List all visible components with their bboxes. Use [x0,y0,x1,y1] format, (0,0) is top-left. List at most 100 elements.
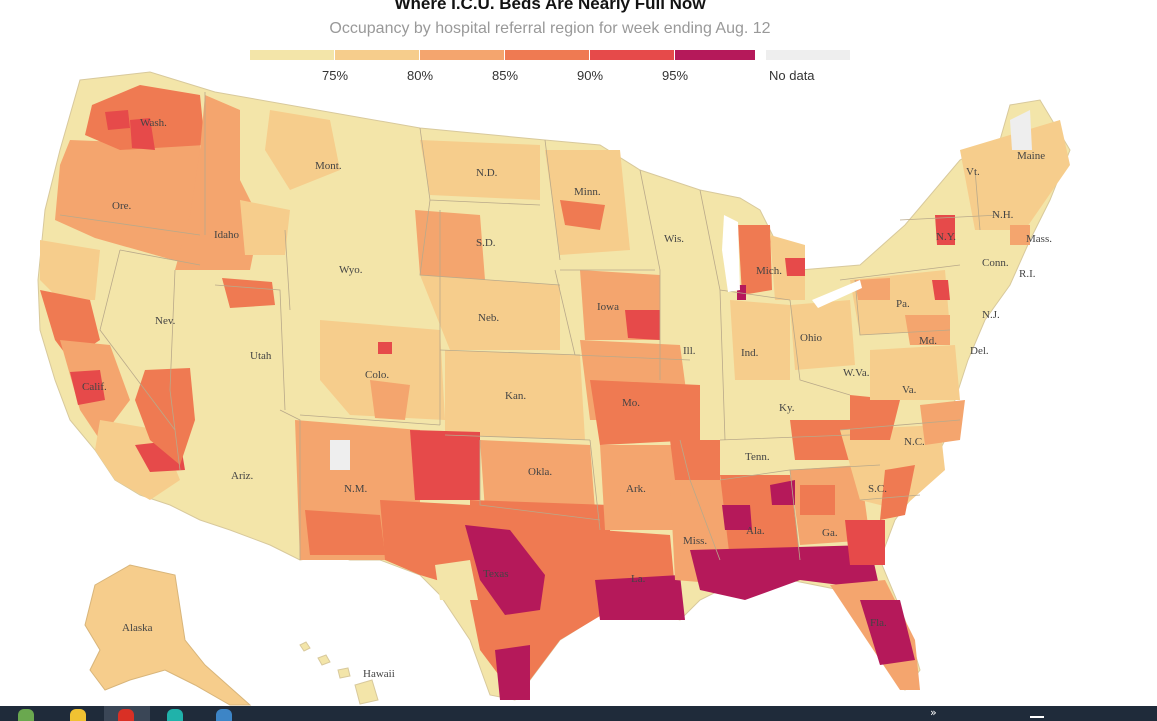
occupancy-legend: 75% 80% 85% 90% 95% No data [250,50,860,90]
label-ore: Ore. [112,200,131,212]
region-gulf-coast [690,545,880,600]
label-ark: Ark. [626,483,646,495]
label-miss: Miss. [683,535,707,547]
legend-bin-4 [505,50,589,60]
label-la: La. [631,573,646,585]
region-san-antonio-patch [435,560,478,600]
label-ill: Ill. [683,345,696,357]
region-louisiana-south [595,575,685,620]
legend-bin-2 [335,50,419,60]
region-pa-west [855,278,890,300]
label-ny: N.Y. [936,231,956,243]
region-idaho [175,95,260,270]
region-kansas [445,350,585,440]
border-lines-east [639,169,1001,561]
border-lines-west [59,92,441,560]
region-fresno [70,370,105,405]
no-data-maine-patch [1010,110,1032,150]
label-ga: Ga. [822,527,838,539]
region-maryland [905,315,950,345]
region-florida-south [860,600,915,665]
region-seattle [105,110,130,130]
region-memphis [670,440,720,480]
region-philly [932,280,950,300]
label-nc: N.C. [904,436,925,448]
region-idaho-falls [240,200,290,255]
border-lines-plains [419,127,691,531]
map-subtitle: Occupancy by hospital referral region fo… [329,20,771,37]
region-texas-south [495,645,530,700]
chrome-icon[interactable] [118,709,134,721]
region-texas-hotspot [465,525,545,615]
edge-icon[interactable] [167,709,183,721]
lake-erie [812,280,862,308]
label-wyo: Wyo. [339,264,363,276]
label-wis: Wis. [664,233,684,245]
label-ohio: Ohio [800,332,823,344]
folder-icon[interactable] [70,709,86,721]
taskbar-tray-indicator [1030,716,1044,718]
us-icu-occupancy-map: Wash. Ore. Idaho Mont. Wyo. Nev. Calif. … [37,71,1071,706]
explorer-icon[interactable] [18,709,34,721]
label-fla: Fla. [870,617,887,629]
label-mich: Mich. [756,265,782,277]
state-labels: Wash. Ore. Idaho Mont. Wyo. Nev. Calif. … [82,117,1052,680]
label-del: Del. [970,345,989,357]
label-va: Va. [902,384,917,396]
region-sc-coast [880,465,915,520]
legend-bin-3 [420,50,504,60]
label-mo: Mo. [622,397,640,409]
region-mass [1010,225,1030,245]
label-alaska: Alaska [122,622,153,634]
label-ariz: Ariz. [231,470,254,482]
legend-tick-85: 85% [491,68,519,83]
great-lakes [330,110,1032,470]
legend-tick-95: 95% [661,68,689,83]
label-texas: Texas [483,568,509,580]
label-iowa: Iowa [597,301,619,313]
hawaii-shape [299,641,379,705]
region-minneapolis [560,200,605,230]
legend-bin-6 [675,50,755,60]
label-nd: N.D. [476,167,498,179]
region-arkansas [600,445,680,530]
legend-bin-1 [250,50,334,60]
region-michigan-west [738,225,772,295]
label-ala: Ala. [746,525,765,537]
lake-michigan [722,215,740,292]
occupancy-regions [40,85,1070,700]
region-nebraska-patch [420,275,560,350]
region-oklahoma [480,440,595,510]
region-alabama-core [722,505,752,530]
state-borders [59,92,1001,561]
legend-no-data-swatch [766,50,850,60]
region-virginia [870,345,960,400]
browser-icon[interactable] [216,709,232,721]
region-new-york-red [935,215,955,245]
label-idaho: Idaho [214,229,240,241]
region-indiana-patch [730,300,790,380]
label-mont: Mont. [315,160,342,172]
label-sc: S.C. [868,483,887,495]
label-nev: Nev. [155,315,176,327]
region-new-england [960,120,1070,230]
label-wash: Wash. [140,117,167,129]
region-tennessee-east [790,420,850,460]
region-nc-east [920,400,965,445]
label-maine: Maine [1017,150,1045,162]
region-michigan-east [785,258,805,276]
legend-tick-90: 90% [576,68,604,83]
taskbar-overflow-icon[interactable]: » [930,706,937,719]
region-washington-high [85,85,205,150]
label-ky: Ky. [779,402,795,414]
region-oklahoma-texas-north [410,430,480,500]
region-ozarks [590,380,700,445]
region-carolinas [840,425,945,510]
region-iowa-east [625,310,660,340]
region-ohio-patch [790,300,855,370]
label-minn: Minn. [574,186,601,198]
region-nm-south [305,510,385,555]
windows-taskbar: » [0,706,1157,721]
label-ri: R.I. [1019,268,1036,280]
label-mass: Mass. [1026,233,1052,245]
